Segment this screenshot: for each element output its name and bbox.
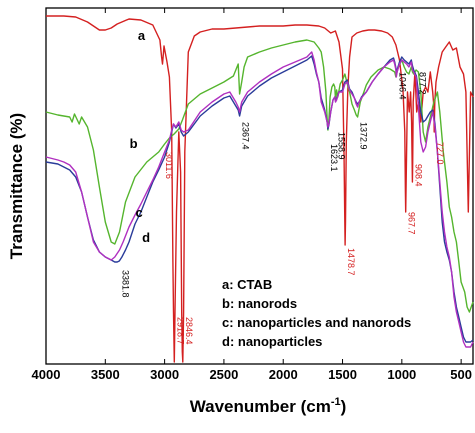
legend: a: CTAB b: nanorods c: nanoparticles and n…: [222, 277, 411, 349]
x-tick-label: 2000: [269, 367, 298, 382]
legend-entry: a: CTAB: [222, 277, 272, 292]
series-line-b: [45, 39, 474, 313]
series-layer: [45, 15, 474, 363]
x-axis-ticks: 4000 3500 3000 2500 2000 1500 1000 500: [32, 8, 472, 382]
peak-label: 3381.8: [120, 270, 130, 298]
plot-frame: [45, 7, 474, 365]
legend-entry: c: nanoparticles and nanorods: [222, 315, 411, 330]
x-tick-label: 3000: [150, 367, 179, 382]
legend-entry: b: nanorods: [222, 296, 297, 311]
peak-label: 1046.4: [397, 72, 407, 100]
x-tick-label: 2500: [209, 367, 238, 382]
series-line-c: [45, 51, 474, 348]
peak-label: 727.0: [435, 142, 445, 165]
peak-label: 2918.7: [175, 317, 185, 345]
legend-entry: d: nanoparticles: [222, 334, 322, 349]
x-tick-label: 3500: [91, 367, 120, 382]
series-line-a: [46, 15, 474, 363]
series-letter-c: c: [136, 205, 143, 220]
peak-label: 967.7: [407, 212, 417, 235]
x-tick-label: 1500: [328, 367, 357, 382]
series-letter-b: b: [130, 136, 138, 151]
x-tick-label: 4000: [32, 367, 61, 382]
x-tick-label: 1000: [387, 367, 416, 382]
series-letters: a b cd: [130, 28, 150, 245]
peak-label: 2367.4: [241, 122, 251, 150]
peak-label: 2846.4: [184, 317, 194, 345]
x-tick-label: 500: [450, 367, 472, 382]
peak-label: 877.2: [417, 72, 427, 95]
peak-label: 1558.9: [337, 132, 347, 160]
peak-label: 1478.7: [346, 248, 356, 276]
x-axis-title: Wavenumber (cm-1): [190, 396, 347, 416]
series-letter-a: a: [138, 28, 146, 43]
peak-label: 3011.6: [164, 152, 174, 179]
series-letter-d: d: [142, 230, 150, 245]
peak-label: 1623.1: [329, 144, 339, 172]
peak-label: 908.4: [414, 164, 424, 187]
y-axis-title: Transmittance (%): [7, 113, 26, 259]
peak-label: 1372.9: [359, 122, 369, 150]
